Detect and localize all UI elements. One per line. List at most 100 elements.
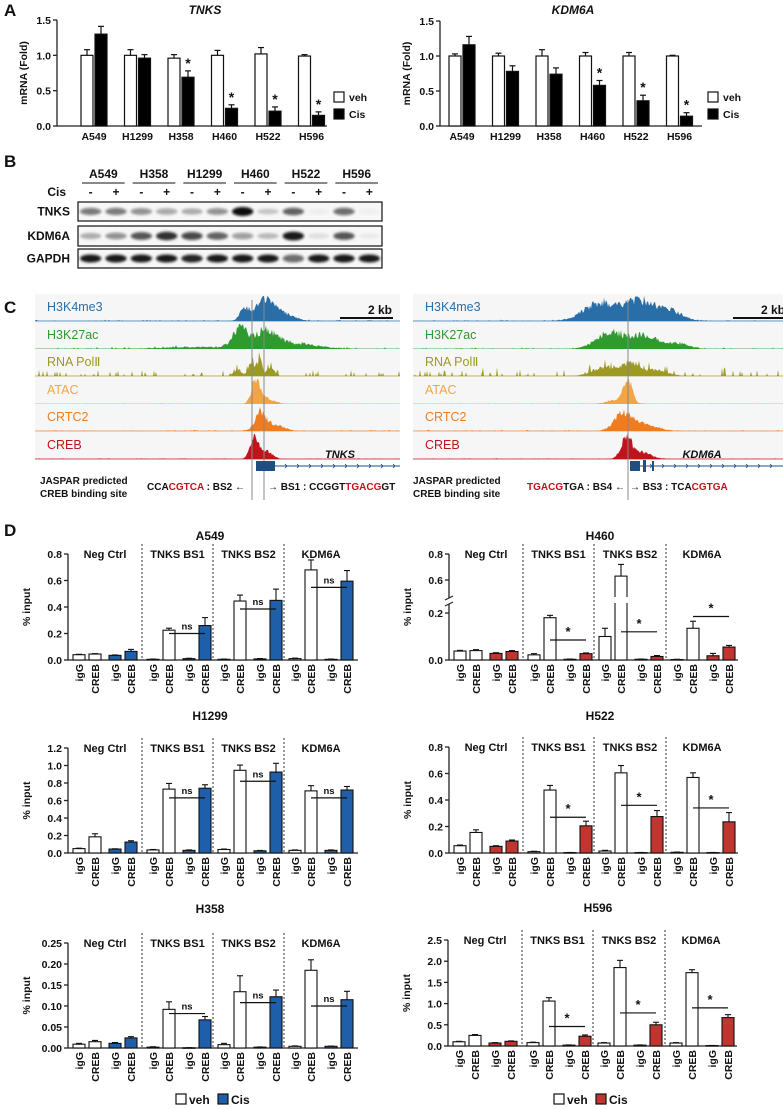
bar-veh-igg (146, 849, 160, 854)
category-label: H1299 (122, 131, 153, 143)
chart-title: H522 (586, 709, 615, 723)
legend-label: Cis (231, 1093, 250, 1107)
bar-veh-creb (543, 789, 557, 854)
x-tick-label: CREB (342, 857, 354, 887)
blot-strip (77, 248, 383, 269)
x-tick-label: CREB (652, 857, 664, 887)
bar-cis-creb (269, 771, 283, 854)
y-tick-label: 1.0 (427, 999, 442, 1011)
bar-veh-igg (288, 849, 302, 854)
group-label: Neg Ctrl (84, 743, 127, 755)
bar-cis (636, 100, 650, 127)
blot-cell-line-label: H522 (292, 167, 321, 181)
x-tick-label: igG (455, 664, 467, 682)
axes (439, 21, 702, 127)
panel-b-western-blot: A549 - + H358 - + H1299 - + H460 - + H522 - + H596 - + Cis… (27, 167, 383, 269)
group-label: TNKS BS1 (531, 549, 585, 561)
y-tick-label: 0.10 (42, 1001, 63, 1013)
track-panel-tnks: H3K4me3 H3K27ac RNA PolⅡ ATAC CRTC2 CREB 2 kb T… (35, 294, 400, 500)
y-tick-label: 0.6 (428, 769, 443, 781)
x-tick-label: CREB (235, 857, 247, 887)
treatment-label: Cis (47, 185, 66, 199)
bar-veh-creb (614, 575, 628, 661)
track-background (413, 377, 783, 404)
bar-veh-igg (146, 1046, 160, 1049)
blot-band (80, 207, 102, 216)
x-tick-label: igG (255, 857, 267, 875)
chip-chart-h522: H522 0.0 0.2 0.4 0.6 0.8 % input Neg Ctrl igG CRE… (402, 709, 738, 887)
comparison-label: ns (181, 786, 192, 797)
bar-cis-creb (579, 653, 593, 661)
legend-label: veh (567, 1093, 588, 1107)
category-label: H596 (299, 131, 324, 143)
comparison-label: * (636, 616, 642, 631)
track-label: H3K27ac (47, 328, 98, 342)
x-tick-label: igG (255, 1052, 267, 1070)
sequence-text: TGA : BS4 ← (563, 482, 625, 493)
x-tick-label: CREB (470, 1050, 482, 1080)
treatment-sign: - (89, 185, 93, 199)
bar-cis-creb (505, 650, 519, 661)
y-tick-label: 0.0 (36, 121, 51, 133)
x-tick-label: igG (454, 1050, 466, 1068)
legend-swatch-veh (175, 1093, 187, 1105)
y-tick-label: 0.6 (47, 796, 62, 808)
bar-cis-igg (324, 658, 338, 661)
group-label: KDM6A (301, 743, 340, 755)
treatment-sign: - (139, 185, 143, 199)
y-tick-label: 0.20 (42, 959, 63, 971)
x-tick-label: igG (184, 1052, 196, 1070)
significance-mark: * (316, 96, 322, 112)
y-tick-label: 0.2 (47, 831, 62, 843)
sequence-text: CCA (147, 482, 169, 493)
blot-row-label: TNKS (37, 205, 70, 219)
chip-chart-a549: A549 0.0 0.2 0.4 0.6 0.8 % input Neg Ctrl igG CRE… (21, 529, 358, 694)
y-tick-label: 0.00 (42, 1043, 63, 1055)
y-tick-label: 0.2 (428, 608, 443, 620)
category-label: H358 (168, 131, 193, 143)
gene-name: TNKS (325, 449, 356, 461)
bar-veh-creb (88, 836, 102, 854)
y-tick-label: 0.5 (36, 86, 51, 98)
x-tick-label: igG (707, 1050, 719, 1068)
sequence-text: : BS2 ← (204, 482, 245, 493)
chart-title: H596 (584, 901, 613, 915)
jaspar-label: JASPAR predicted (40, 476, 128, 487)
y-tick-label: 2.0 (427, 956, 442, 968)
x-tick-label: igG (219, 1052, 231, 1070)
blot-cell-line-label: A549 (89, 167, 118, 181)
x-tick-label: CREB (342, 1052, 354, 1082)
comparison-label: ns (323, 994, 334, 1005)
blot-band (105, 207, 127, 216)
group-label: TNKS BS2 (221, 743, 275, 755)
jaspar-label: JASPAR predicted (413, 476, 501, 487)
group-label: KDM6A (301, 938, 340, 950)
comparison-label: ns (181, 622, 192, 633)
track-background (35, 349, 400, 376)
bar-veh-creb (469, 831, 483, 854)
chart-title: A549 (196, 529, 225, 543)
x-tick-label: CREB (90, 857, 102, 887)
comparison-label: ns (323, 786, 334, 797)
comparison-label: * (564, 1010, 570, 1025)
y-tick-label: 0.4 (47, 602, 62, 614)
bar-veh (665, 55, 680, 127)
bar-veh-creb (88, 1041, 102, 1049)
x-tick-label: CREB (507, 857, 519, 887)
bar-cis-igg (108, 1042, 122, 1049)
x-tick-label: igG (672, 664, 684, 682)
treatment-sign: + (214, 185, 221, 199)
strand-arrow (284, 463, 288, 469)
treatment-sign: + (315, 185, 322, 199)
x-tick-label: igG (529, 857, 541, 875)
x-tick-label: CREB (126, 1052, 138, 1082)
bar-veh (578, 55, 593, 127)
x-tick-label: igG (110, 664, 122, 682)
y-axis-label: % input (402, 781, 414, 819)
bar-veh-creb (686, 776, 700, 854)
bar-veh-creb (162, 1008, 176, 1049)
y-tick-label: 2.5 (427, 935, 442, 947)
bar-cis-igg (253, 658, 267, 661)
y-axis-label: % input (401, 974, 413, 1012)
strand-arrow (320, 463, 324, 469)
